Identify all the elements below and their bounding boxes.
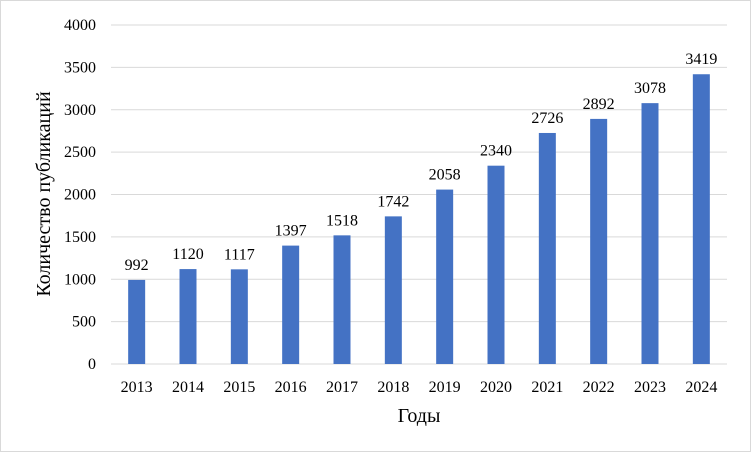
bar-2019 (436, 189, 454, 364)
y-tick-label: 1500 (64, 229, 96, 246)
gridlines (111, 24, 727, 365)
x-tick-label: 2015 (223, 379, 255, 396)
x-tick-label: 2017 (326, 379, 358, 396)
data-label: 2058 (429, 167, 461, 184)
x-tick-label: 2022 (583, 379, 615, 396)
y-tick-label: 2500 (64, 144, 96, 161)
x-tick-label: 2020 (480, 379, 512, 396)
bar-2017 (333, 235, 351, 364)
data-label: 2726 (531, 110, 563, 127)
bar-2014 (179, 269, 197, 364)
x-tick-label: 2019 (429, 379, 461, 396)
x-tick-label: 2014 (172, 379, 204, 396)
data-label: 1518 (326, 212, 358, 229)
bar-2020 (487, 165, 505, 364)
bar-2018 (384, 216, 402, 364)
x-tick-label: 2021 (531, 379, 563, 396)
bar-2021 (538, 132, 556, 364)
data-label: 1397 (275, 223, 307, 240)
bar-2023 (641, 103, 659, 365)
bar-2015 (230, 269, 248, 364)
x-tick-label: 2018 (377, 379, 409, 396)
y-tick-labels: 0 500 1000 1500 2000 2500 3000 3500 4000 (64, 17, 96, 373)
y-tick-label: 2000 (64, 187, 96, 204)
data-label: 3419 (685, 51, 717, 68)
x-tick-label: 2016 (275, 379, 307, 396)
data-label: 2340 (480, 143, 512, 160)
x-tick-label: 2023 (634, 379, 666, 396)
bar-2016 (282, 245, 300, 364)
x-tick-label: 2013 (121, 379, 153, 396)
data-label: 1742 (377, 193, 409, 210)
y-tick-label: 3000 (64, 102, 96, 119)
data-label: 1120 (172, 246, 203, 263)
y-tick-label: 3500 (64, 59, 96, 76)
bar-2013 (128, 279, 146, 364)
data-label: 992 (125, 257, 149, 274)
y-tick-label: 500 (72, 314, 96, 331)
y-axis-title: Количество публикаций (33, 91, 55, 297)
y-tick-label: 4000 (64, 17, 96, 34)
data-labels: 992 1120 1117 1397 1518 1742 2058 2340 2726 2892 3… (125, 51, 718, 274)
x-axis-title: Годы (398, 405, 441, 427)
bars (128, 74, 710, 365)
y-tick-label: 0 (88, 356, 96, 373)
data-label: 3078 (634, 80, 666, 97)
x-tick-labels: 2013 2014 2015 2016 2017 2018 2019 2020 2021 2022… (121, 379, 718, 396)
data-label: 1117 (224, 246, 255, 263)
y-tick-label: 1000 (64, 271, 96, 288)
bar-2022 (590, 118, 608, 364)
x-tick-label: 2024 (685, 379, 717, 396)
data-label: 2892 (583, 96, 615, 113)
bar-2024 (692, 74, 710, 365)
